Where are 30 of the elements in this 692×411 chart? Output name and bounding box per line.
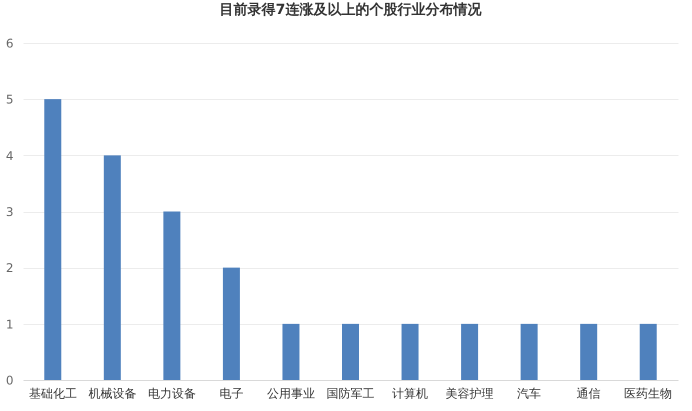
x-tick-label: 汽车 [517, 386, 542, 400]
x-tick-label: 机械设备 [88, 386, 136, 400]
bar [44, 99, 62, 380]
x-tick-label: 美容护理 [446, 386, 494, 400]
bar [222, 268, 240, 380]
bar [163, 212, 180, 380]
y-tick-label: 1 [6, 317, 14, 332]
y-tick-label: 4 [6, 148, 14, 163]
x-tick-label: 医药生物 [624, 386, 672, 400]
y-tick-label: 2 [6, 261, 14, 276]
y-tick-label: 6 [6, 36, 14, 50]
y-tick-label: 0 [6, 374, 14, 388]
bar [402, 324, 419, 380]
bar [461, 324, 478, 380]
bar [580, 324, 598, 380]
x-tick-label: 电力设备 [148, 386, 196, 400]
bar [104, 155, 121, 380]
x-tick-label: 计算机 [392, 386, 428, 400]
y-tick-label: 3 [6, 205, 14, 219]
x-tick-label: 电子 [219, 386, 244, 400]
bar [520, 324, 538, 380]
x-tick-label: 公用事业 [266, 386, 315, 400]
x-tick-label: 国防军工 [326, 386, 374, 400]
chart-title: 目前录得7连涨及以上的个股行业分布情况 [220, 2, 482, 18]
y-tick-label: 5 [6, 92, 14, 107]
x-tick-label: 基础化工 [28, 386, 77, 400]
bar [342, 324, 359, 380]
bar [282, 324, 300, 380]
bar [640, 324, 657, 380]
x-tick-label: 通信 [576, 386, 601, 400]
